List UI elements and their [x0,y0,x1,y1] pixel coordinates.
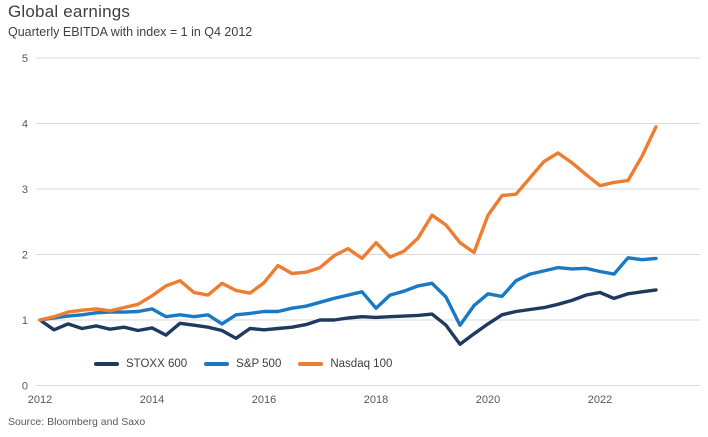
legend-item-stoxx-600: STOXX 600 [94,358,187,370]
legend-label-sp-500: S&P 500 [236,358,282,370]
y-tick-label-5: 5 [22,53,28,65]
series-line-s-p-500 [38,256,658,327]
legend-item-sp-500: S&P 500 [204,358,281,370]
legend-swatch-sp-500 [204,361,230,367]
legend-label-stoxx-600: STOXX 600 [126,358,188,370]
x-tick-label-2016: 2016 [252,394,276,406]
series-line-stoxx-600 [38,288,658,346]
chart-subtitle: Quarterly EBITDA with index = 1 in Q4 20… [8,25,253,39]
legend-item-nasdaq-100: Nasdaq 100 [298,358,392,370]
y-tick-label-1: 1 [22,315,28,327]
x-tick-label-2020: 2020 [476,394,500,406]
y-tick-label-4: 4 [22,118,28,130]
legend-swatch-stoxx-600 [94,361,119,367]
series-line-nasdaq-100 [38,125,658,322]
chart-legend: STOXX 600 S&P 500 Nasdaq 100 [94,358,392,370]
legend-label-nasdaq-100: Nasdaq 100 [330,358,393,370]
x-tick-label-2012: 2012 [28,394,52,406]
legend-swatch-nasdaq-100 [298,361,324,367]
y-tick-label-3: 3 [22,184,28,196]
source-note: Source: Bloomberg and Saxo [8,416,146,428]
chart-title: Global earnings [8,2,131,21]
y-tick-label-2: 2 [22,249,28,261]
x-tick-label-2018: 2018 [364,394,388,406]
y-tick-label-0: 0 [22,380,28,392]
x-tick-label-2014: 2014 [140,394,164,406]
x-tick-label-2022: 2022 [588,394,612,406]
